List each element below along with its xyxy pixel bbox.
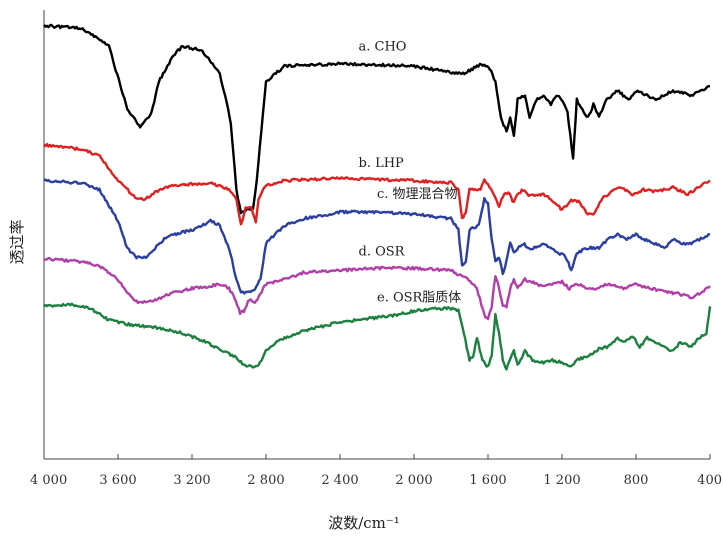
series-label: d. OSR bbox=[359, 244, 406, 259]
x-tick-label: 800 bbox=[624, 473, 649, 488]
x-tick-label: 2 000 bbox=[395, 473, 432, 488]
x-tick-label: 1 200 bbox=[543, 473, 580, 488]
series-label: b. LHP bbox=[359, 156, 405, 171]
series-line bbox=[43, 302, 712, 371]
x-tick-label: 3 600 bbox=[99, 473, 136, 488]
series-label: a. CHO bbox=[359, 39, 407, 54]
series-line bbox=[43, 23, 711, 215]
series-line bbox=[43, 178, 711, 295]
x-axis-title: 波数/cm⁻¹ bbox=[328, 514, 400, 532]
x-tick-label: 3 200 bbox=[173, 473, 210, 488]
x-axis-ticks: 4 000 3 600 3 200 2 800 2 400 2 000 1 600 1 200… bbox=[30, 454, 722, 488]
series-lines bbox=[43, 23, 712, 371]
x-tick-label: 1 600 bbox=[469, 473, 506, 488]
series-label: c. 物理混合物 bbox=[377, 187, 458, 202]
series-line bbox=[43, 256, 711, 321]
y-axis-title: 透过率 bbox=[8, 219, 26, 264]
x-tick-label: 4 000 bbox=[30, 473, 67, 488]
series-line bbox=[43, 142, 711, 226]
x-tick-label: 2 400 bbox=[321, 473, 358, 488]
series-label: e. OSR脂质体 bbox=[377, 291, 461, 306]
x-tick-label: 400 bbox=[697, 473, 722, 488]
plot-frame bbox=[43, 10, 710, 460]
series-labels: a. CHO b. LHP c. 物理混合物 d. OSR e. OSR脂质体 bbox=[359, 39, 462, 305]
x-tick-label: 2 800 bbox=[247, 473, 284, 488]
